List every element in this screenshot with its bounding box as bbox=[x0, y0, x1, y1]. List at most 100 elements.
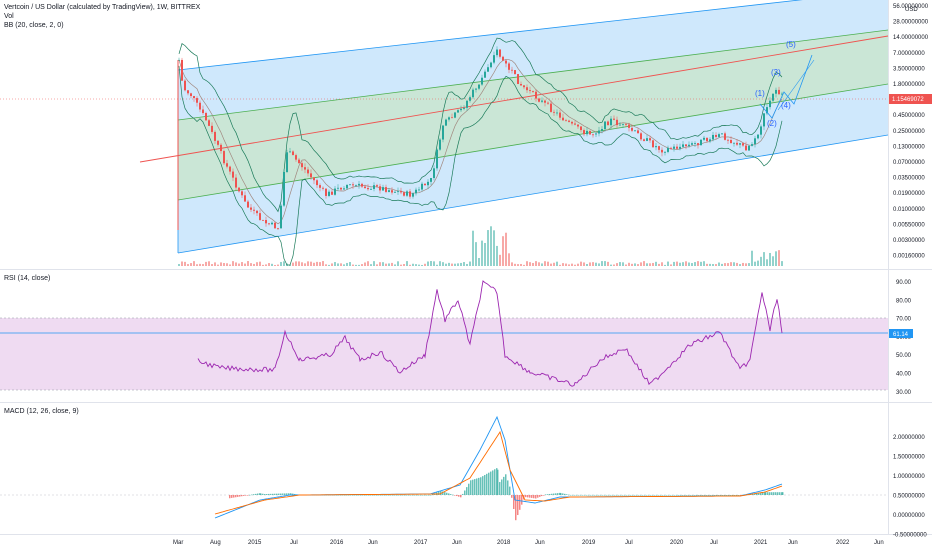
macd-hist-bar bbox=[486, 473, 488, 495]
macd-hist-bar bbox=[286, 493, 288, 495]
candle-body bbox=[724, 133, 726, 140]
macd-hist-bar bbox=[682, 494, 684, 496]
price-axis[interactable]: 56.00000000 28.00000000 14.00000000 7.00000… bbox=[893, 4, 929, 260]
macd-hist-bar bbox=[452, 494, 454, 496]
volume-bar bbox=[484, 242, 486, 266]
volume-bar bbox=[277, 264, 279, 266]
volume-bar bbox=[394, 264, 396, 266]
candle-body bbox=[556, 112, 558, 114]
macd-hist-bar bbox=[370, 494, 372, 496]
volume-bar bbox=[715, 264, 717, 266]
volume-bar bbox=[196, 264, 198, 266]
volume-legend[interactable]: Vol bbox=[4, 13, 14, 20]
macd-hist-bar bbox=[535, 495, 537, 499]
bb-legend[interactable]: BB (20, close, 2, 0) bbox=[4, 22, 64, 29]
volume-bar bbox=[514, 263, 516, 266]
macd-hist-bar bbox=[584, 494, 586, 496]
candle-body bbox=[514, 70, 516, 75]
macd-hist-bar bbox=[350, 494, 352, 496]
candle-body bbox=[526, 87, 528, 91]
macd-hist-bar bbox=[652, 494, 654, 496]
candle-body bbox=[412, 193, 414, 197]
candle-body bbox=[208, 120, 210, 126]
macd-hist-bar bbox=[470, 480, 472, 495]
macd-hist-bar bbox=[559, 492, 561, 495]
candle-body bbox=[238, 187, 240, 192]
macd-axis[interactable]: 2.00000000 1.50000000 1.00000000 0.50000000… bbox=[893, 435, 927, 539]
volume-bar bbox=[604, 261, 606, 266]
candle-body bbox=[589, 130, 591, 135]
elliott-wave-annotation[interactable]: (1) (2) (3) (4) (5) bbox=[755, 40, 815, 128]
candle-body bbox=[544, 100, 546, 103]
macd-hist-bar bbox=[773, 492, 775, 495]
candle-body bbox=[709, 139, 711, 142]
candle-body bbox=[217, 140, 219, 145]
candle-body bbox=[325, 188, 327, 196]
macd-hist-bar bbox=[340, 494, 342, 496]
macd-hist-bar bbox=[549, 493, 551, 495]
macd-hist-bar bbox=[519, 495, 521, 510]
volume-bar bbox=[592, 262, 594, 266]
volume-bar bbox=[313, 262, 315, 266]
time-axis[interactable]: Mar Aug 2015 Jul 2016 Jun 2017 Jun 2018 Jun 2019 Ju… bbox=[173, 540, 884, 546]
macd-hist-bar bbox=[386, 494, 388, 496]
candle-body bbox=[673, 146, 675, 149]
macd-hist-bar bbox=[380, 494, 382, 496]
macd-pane[interactable] bbox=[0, 404, 888, 534]
candle-body bbox=[643, 139, 645, 141]
candle-body bbox=[580, 126, 582, 131]
candle-body bbox=[604, 121, 606, 129]
macd-hist-bar bbox=[499, 482, 501, 495]
macd-hist-bar bbox=[398, 494, 400, 496]
volume-bar bbox=[370, 264, 372, 266]
macd-hist-bar bbox=[545, 494, 547, 496]
macd-hist-bar bbox=[478, 477, 480, 495]
macd-hist-bar bbox=[420, 494, 422, 496]
candle-body bbox=[259, 213, 261, 220]
macd-hist-bar bbox=[654, 494, 656, 496]
rsi-title[interactable]: RSI (14, close) bbox=[4, 275, 51, 282]
candle-body bbox=[367, 188, 369, 190]
macd-hist-bar bbox=[694, 494, 696, 496]
volume-bar bbox=[523, 264, 525, 266]
candle-body bbox=[424, 183, 426, 186]
macd-title[interactable]: MACD (12, 26, close, 9) bbox=[4, 408, 79, 415]
volume-bar bbox=[376, 264, 378, 266]
macd-hist-bar bbox=[352, 494, 354, 496]
time-tick-label: Jul bbox=[710, 540, 718, 546]
volume-bar bbox=[274, 264, 276, 266]
price-candles bbox=[177, 46, 783, 230]
price-tick-label: 14.00000000 bbox=[893, 35, 929, 41]
volume-bar bbox=[661, 262, 663, 266]
candle-body bbox=[439, 139, 441, 150]
macd-hist-bar bbox=[568, 494, 570, 496]
rsi-legend: RSI (14, close) bbox=[4, 274, 50, 283]
macd-hist-bar bbox=[769, 492, 771, 495]
candle-body bbox=[277, 228, 279, 230]
macd-hist-bar bbox=[664, 494, 666, 496]
volume-bar bbox=[178, 264, 180, 266]
candle-body bbox=[667, 147, 669, 152]
candle-body bbox=[196, 98, 198, 103]
macd-hist-bar bbox=[684, 494, 686, 496]
candle-body bbox=[382, 187, 384, 191]
candle-body bbox=[232, 171, 234, 178]
volume-bar bbox=[319, 262, 321, 266]
candle-body bbox=[505, 60, 507, 64]
candle-body bbox=[373, 185, 375, 189]
candle-body bbox=[676, 146, 678, 149]
macd-hist-bar bbox=[264, 494, 266, 495]
price-tick-label: 0.45000000 bbox=[893, 113, 925, 119]
volume-bar bbox=[457, 263, 459, 266]
symbol-title[interactable]: Vertcoin / US Dollar (calculated by Trad… bbox=[4, 4, 201, 11]
macd-hist-bar bbox=[767, 492, 769, 495]
macd-hist-bar bbox=[374, 494, 376, 496]
macd-hist-bar bbox=[640, 494, 642, 496]
candle-body bbox=[421, 183, 423, 190]
candle-body bbox=[568, 120, 570, 122]
candle-body bbox=[328, 191, 330, 196]
macd-hist-bar bbox=[555, 493, 557, 495]
candle-body bbox=[658, 146, 660, 150]
volume-bar bbox=[685, 261, 687, 266]
